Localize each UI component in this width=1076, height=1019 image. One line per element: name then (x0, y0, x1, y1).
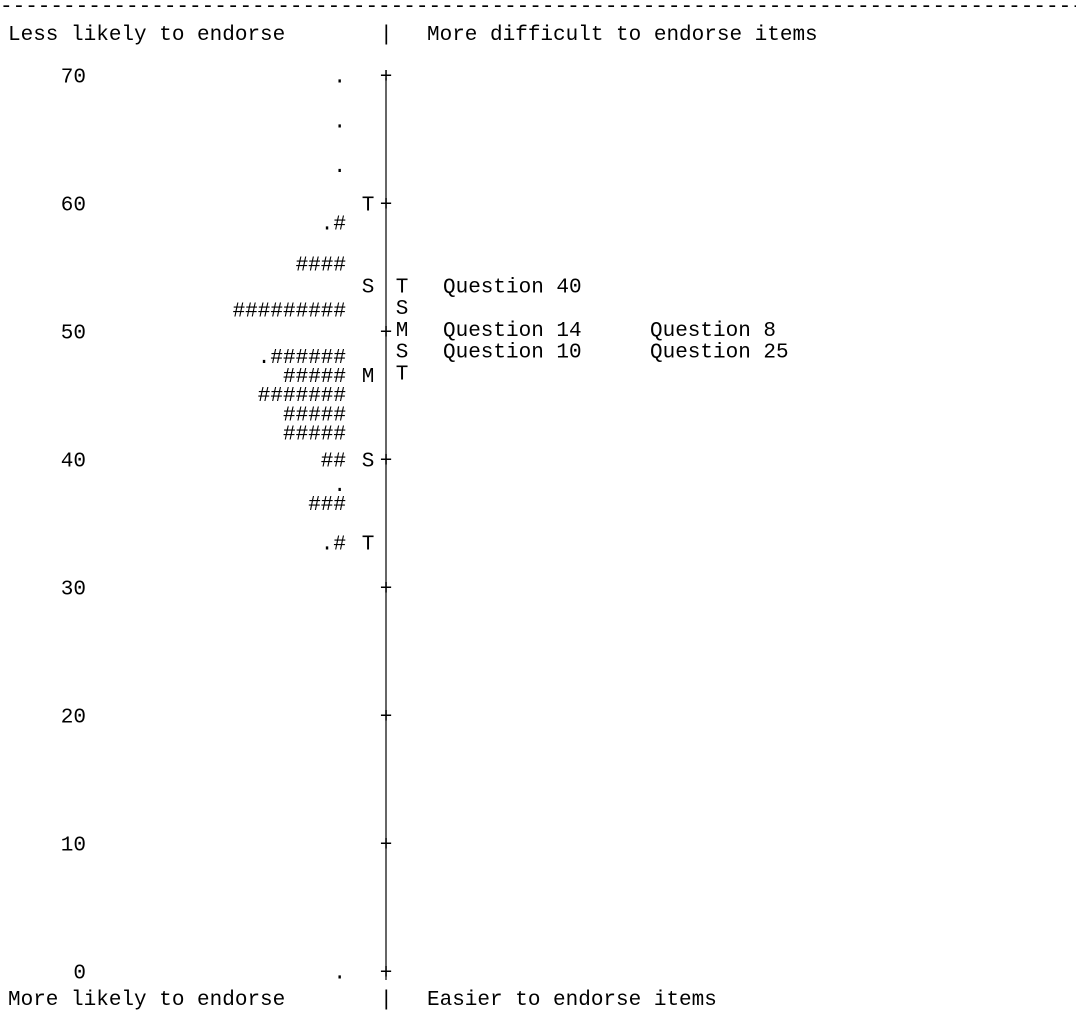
footer-right-label: Easier to endorse items (427, 989, 717, 1012)
y-tick-mark: + (380, 451, 393, 474)
person-marker-m: M (362, 366, 375, 389)
y-tick-mark: + (380, 67, 393, 90)
person-hist-row: ##### (283, 404, 346, 427)
y-tick-label: 20 (61, 707, 86, 730)
person-markers: T S M S T (362, 195, 375, 557)
person-hist-row: . (333, 111, 346, 134)
y-tick-label: 60 (61, 195, 86, 218)
y-tick-mark: + (380, 707, 393, 730)
y-tick-label: 70 (61, 67, 86, 90)
person-hist-row: ### (308, 494, 346, 517)
y-tick-mark: + (380, 835, 393, 858)
y-tick-label: 10 (61, 835, 86, 858)
person-marker-s: S (362, 276, 375, 299)
item-marker-t: T (396, 363, 409, 386)
footer-separator: | (380, 989, 393, 1012)
y-tick-label: 0 (73, 963, 86, 986)
person-distribution: ....##############.#####################… (233, 67, 346, 986)
item-label: Question 25 (650, 342, 789, 365)
person-hist-row: ######### (233, 301, 346, 324)
person-hist-row: ##### (283, 366, 346, 389)
y-tick-mark: + (380, 323, 393, 346)
person-hist-row: #### (296, 255, 346, 278)
person-marker-t: T (362, 534, 375, 557)
item-label: Question 14 (443, 320, 582, 343)
axis-ticks: 70 +60 +50 +40 +30 +20 +10 +0 + (61, 67, 393, 986)
y-tick-label: 50 (61, 323, 86, 346)
person-hist-row: .# (321, 214, 346, 237)
item-label: Question 8 (650, 320, 776, 343)
header-left-label: Less likely to endorse (8, 24, 285, 47)
person-hist-row: ## (321, 451, 346, 474)
person-hist-row: .###### (258, 347, 346, 370)
y-tick-mark: + (380, 195, 393, 218)
item-marker-m: M (396, 320, 409, 343)
person-hist-row: ####### (258, 385, 346, 408)
person-hist-row: . (333, 156, 346, 179)
y-tick-mark: + (380, 579, 393, 602)
y-tick-label: 40 (61, 451, 86, 474)
person-hist-row: .# (321, 534, 346, 557)
y-tick-mark: + (380, 963, 393, 986)
header-right-label: More difficult to endorse items (427, 24, 818, 47)
person-marker-s: S (362, 451, 375, 474)
item-label: Question 40 (443, 276, 582, 299)
y-tick-label: 30 (61, 579, 86, 602)
person-hist-row: . (333, 475, 346, 498)
footer-left-label: More likely to endorse (8, 989, 285, 1012)
item-marker-t: T (396, 276, 409, 299)
item-marker-s: S (396, 342, 409, 365)
person-hist-row: . (333, 963, 346, 986)
person-hist-row: ##### (283, 424, 346, 447)
item-label: Question 10 (443, 342, 582, 365)
top-rule: ----------------------------------------… (0, 0, 1076, 19)
person-marker-t: T (362, 195, 375, 218)
person-hist-row: . (333, 67, 346, 90)
item-marker-s: S (396, 298, 409, 321)
header-separator: | (380, 24, 393, 47)
